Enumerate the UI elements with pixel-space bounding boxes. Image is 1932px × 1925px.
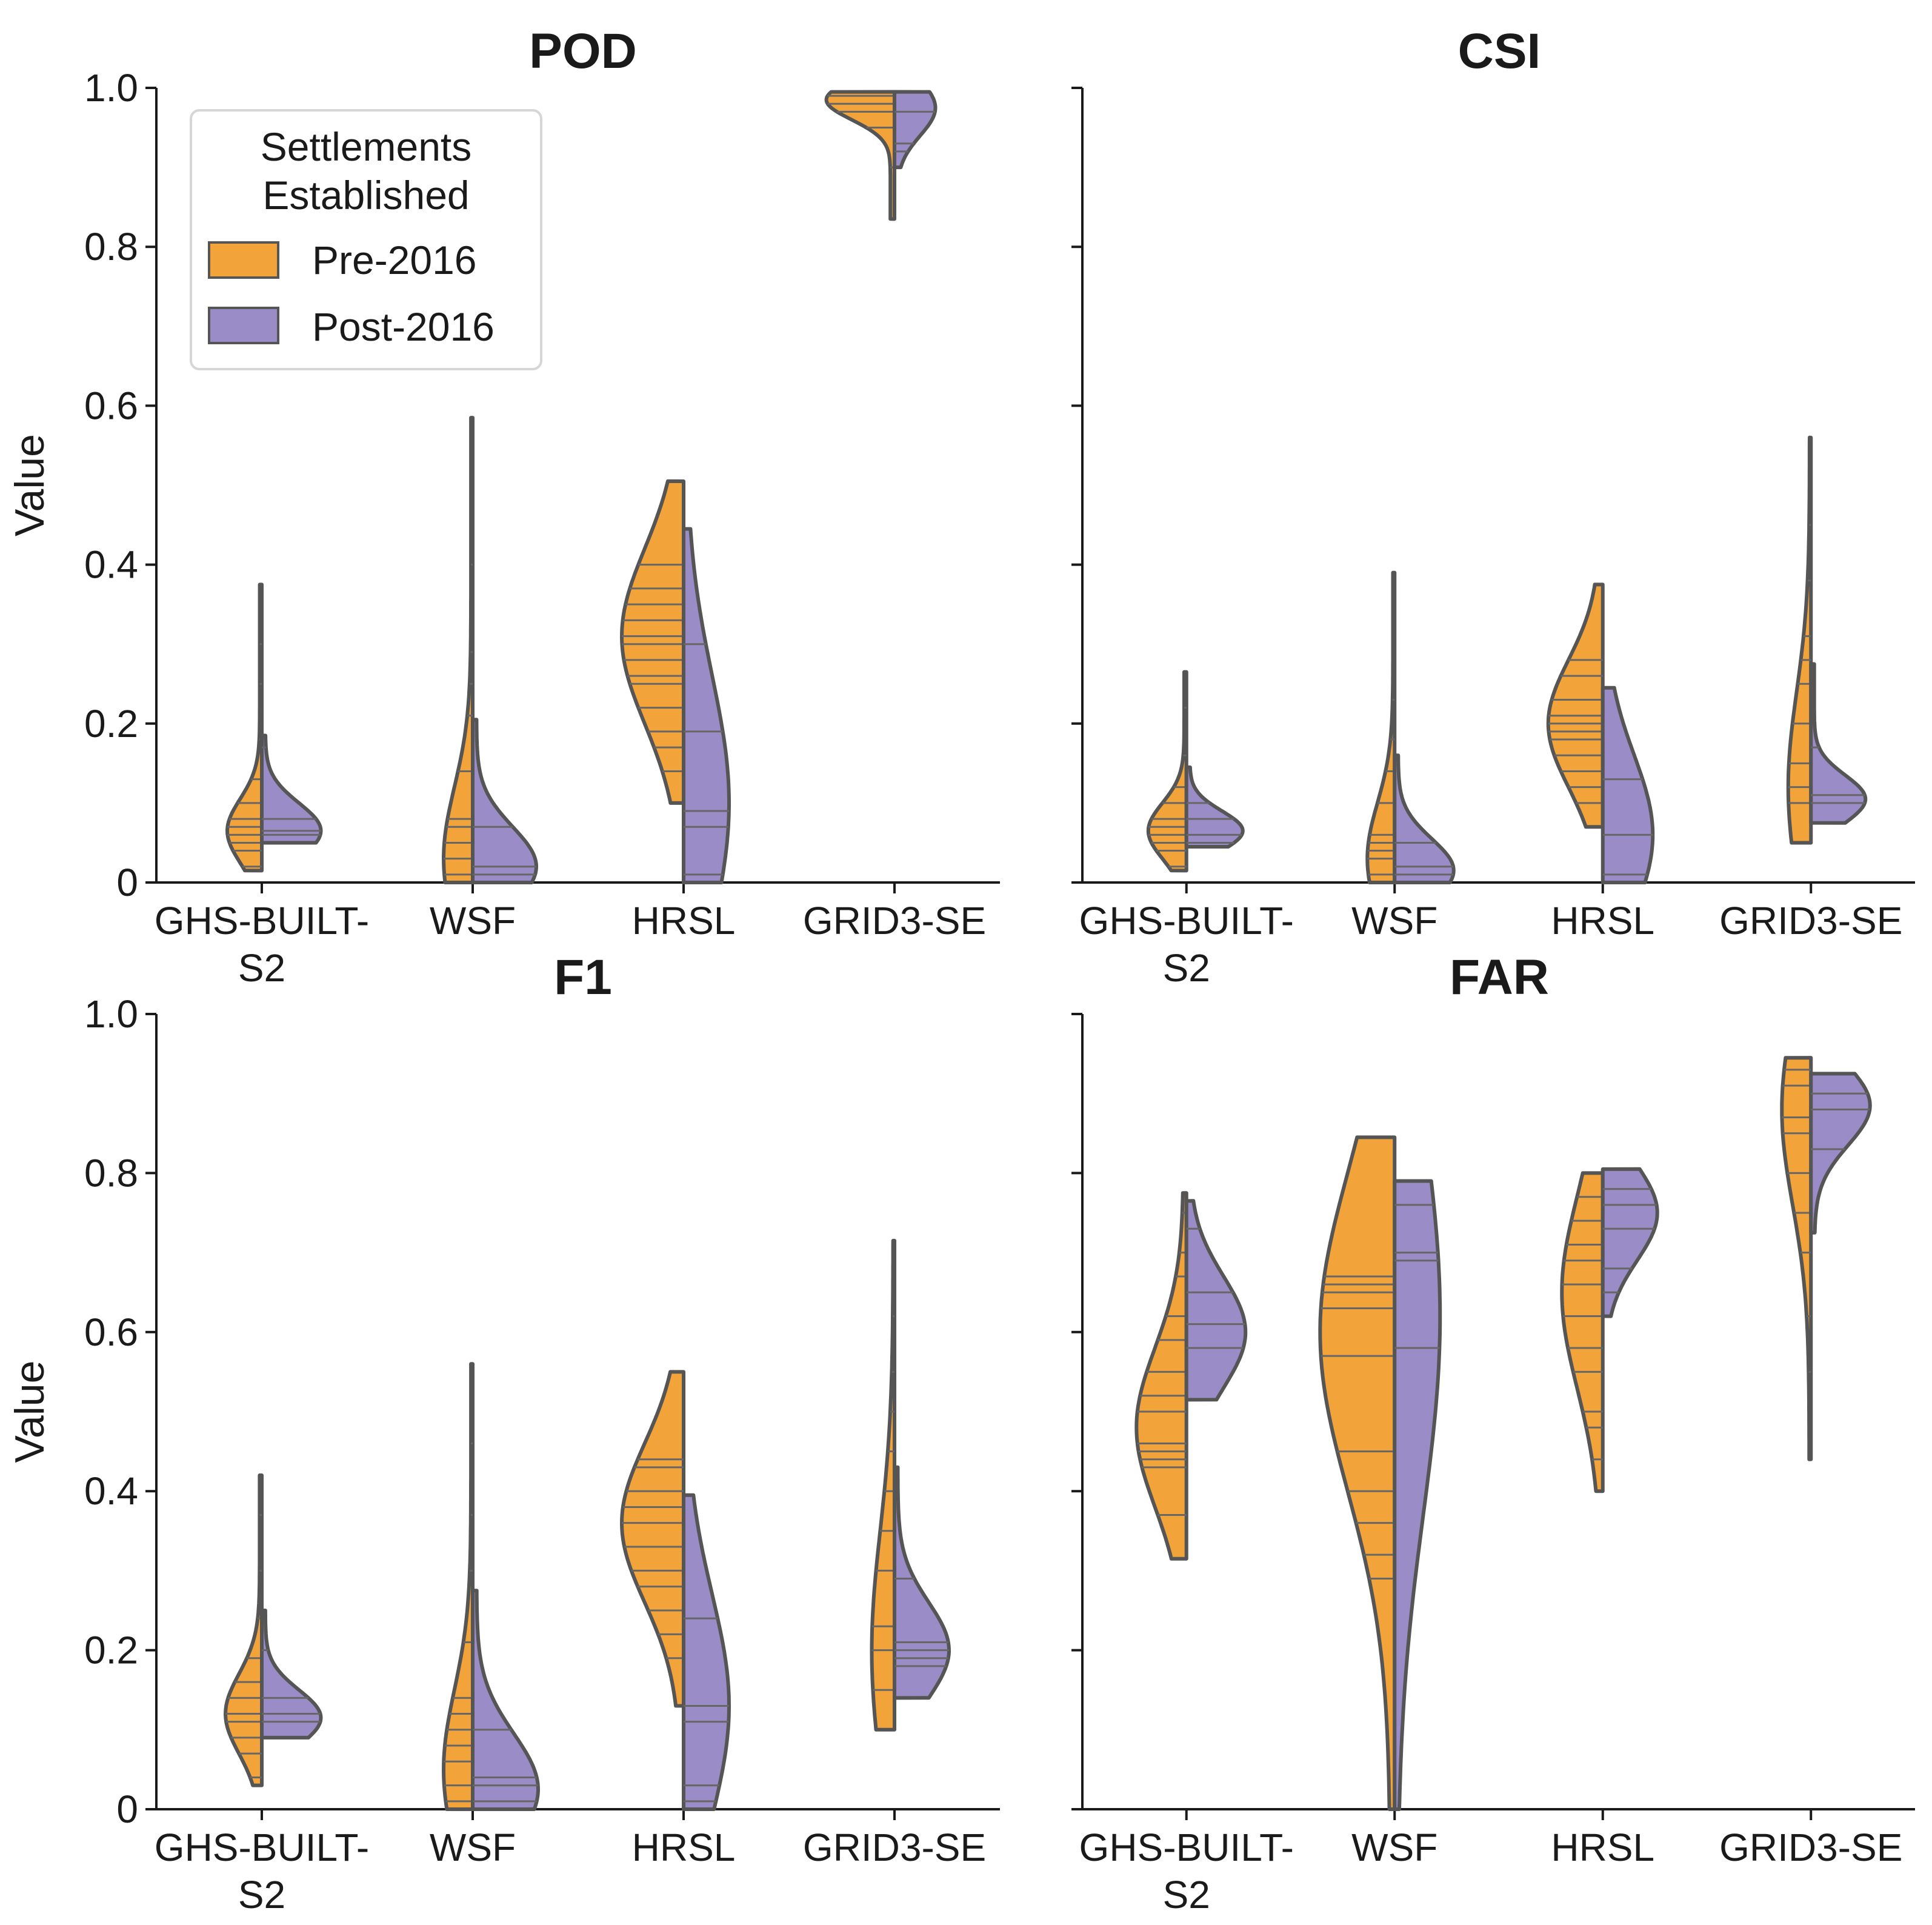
y-tick-label: 0.6 [84,1310,138,1354]
violin-pre-2016 [1786,435,1813,845]
x-tick-label: HRSL [1551,899,1654,942]
violin-pre-2016 [442,1362,475,1811]
violin-post-2016 [471,1589,540,1811]
legend-frame [190,109,542,370]
violin-post-2016 [893,90,938,170]
panel-pod: POD Value 0 0.2 0.4 0.6 0.8 1.0 GHS-BUILT-S2 WSF H… [7,24,1000,990]
violin-pre-2016 [620,479,685,805]
violin-post-2016 [893,1465,951,1700]
violin-post-2016 [1809,1072,1872,1235]
violin-pre-2016 [870,1238,896,1732]
x-tick-label: HRSL [1551,1826,1654,1869]
x-tick-label: HRSL [632,1826,736,1869]
violin-post-2016 [471,718,538,884]
violin-pre-2016 [1318,1135,1397,1811]
panel-title: CSI [1458,24,1541,79]
x-tick-label: HRSL [632,899,736,942]
violin-post-2016 [260,733,323,845]
violin-post-2016 [1601,686,1655,884]
x-tick-label: S2 [238,1873,285,1917]
y-tick-label: 1.0 [84,66,138,110]
x-tick-label: GHS-BUILT- [1079,899,1294,942]
violin-post-2016 [682,1493,731,1811]
legend-title-line2: Established [262,173,469,218]
panel-far: FAR GHS-BUILT-S2 WSF HRSL GRID3-SE [1071,950,1915,1917]
panel-title: FAR [1450,950,1549,1005]
x-tick-label: GRID3-SE [803,1826,986,1869]
y-tick-label: 0.4 [84,543,138,587]
violin-pre-2016 [1780,1056,1813,1461]
x-tick-label: S2 [1163,946,1210,990]
violin-pre-2016 [442,416,475,884]
violin-post-2016 [1184,1199,1248,1402]
violin-post-2016 [682,527,731,884]
y-axis-label: Value [7,1361,53,1463]
violin-post-2016 [1393,753,1456,884]
x-tick-label: GHS-BUILT- [155,899,369,942]
y-tick-label: 0.8 [84,1151,138,1195]
x-tick-label: WSF [1351,1826,1437,1869]
x-tick-label: GHS-BUILT- [1079,1826,1294,1869]
violin-post-2016 [1809,662,1868,825]
violin-pre-2016 [620,1370,685,1708]
panel-title: POD [529,24,637,79]
x-tick-label: GHS-BUILT- [155,1826,369,1869]
x-tick-label: S2 [1163,1873,1210,1917]
violin-pre-2016 [1365,570,1397,884]
x-tick-label: S2 [238,946,285,990]
x-tick-label: WSF [430,1826,516,1869]
y-tick-label: 0.8 [84,225,138,269]
violin-pre-2016 [1134,1191,1188,1561]
legend-swatch-pre-2016 [208,241,279,279]
violin-pre-2016 [225,582,264,873]
panel-csi: CSI GHS-BUILT-S2 WSF HRSL GRID3-SE [1071,24,1915,990]
violin-post-2016 [260,1609,323,1740]
x-tick-label: GRID3-SE [1719,899,1902,942]
panel-f1: F1 Value 0 0.2 0.4 0.6 0.8 1.0 GHS-BUILT-S2 WSF HR… [7,950,1000,1917]
y-tick-label: 0.2 [84,702,138,746]
y-tick-label: 0 [116,1787,138,1831]
violin-pre-2016 [1546,582,1605,829]
x-tick-label: WSF [1351,899,1437,942]
y-tick-label: 0.4 [84,1469,138,1513]
violin-post-2016 [1393,1179,1442,1811]
violin-post-2016 [1184,765,1245,849]
violin-post-2016 [1601,1167,1659,1318]
legend-title-line1: Settlements [261,124,472,169]
legend-label-pre-2016: Pre-2016 [312,238,477,282]
legend: Settlements Established Pre-2016 Post-20… [190,109,542,370]
panel-title: F1 [554,950,612,1005]
violin-pre-2016 [1146,670,1188,873]
violin-pre-2016 [824,90,896,221]
violin-pre-2016 [224,1473,264,1787]
y-tick-label: 0.2 [84,1629,138,1672]
x-tick-label: GRID3-SE [1719,1826,1902,1869]
y-tick-label: 0 [116,861,138,904]
y-axis-label: Value [7,434,53,536]
y-tick-label: 1.0 [84,992,138,1036]
y-tick-label: 0.6 [84,384,138,427]
x-tick-label: WSF [430,899,516,942]
legend-label-post-2016: Post-2016 [312,304,495,349]
x-tick-label: GRID3-SE [803,899,986,942]
legend-swatch-post-2016 [208,307,279,344]
